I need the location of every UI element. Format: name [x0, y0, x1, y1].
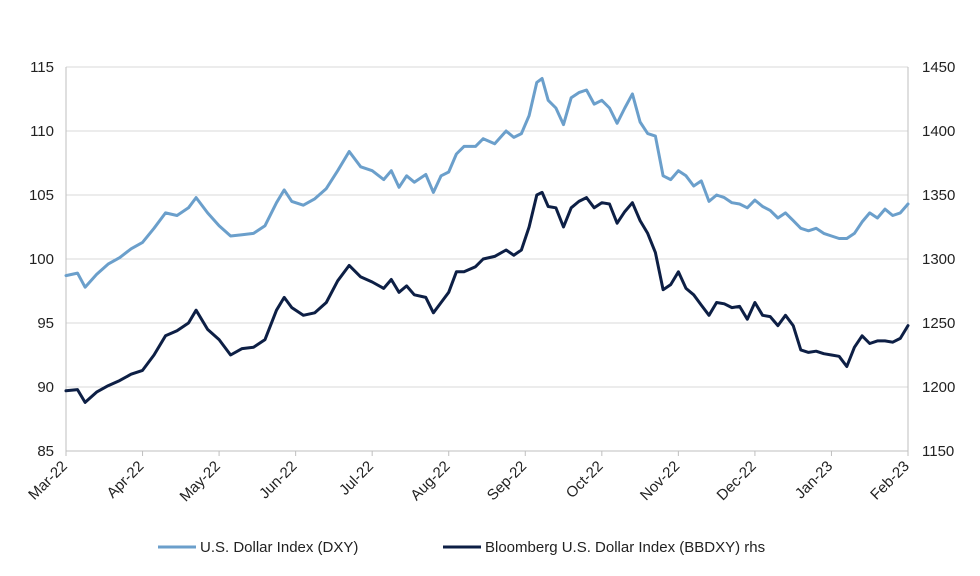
- left-tick-label: 100: [29, 251, 54, 268]
- x-tick-label: May-22: [177, 458, 224, 505]
- right-tick-label: 1450: [922, 59, 955, 76]
- right-tick-label: 1150: [922, 443, 954, 460]
- gridlines: [66, 66, 908, 388]
- x-axis: Mar-22 Apr-22 May-22 Jun-22 Jul-22 Aug-22 Sep-…: [25, 450, 913, 505]
- right-tick-label: 1250: [922, 315, 955, 332]
- left-tick-label: 105: [29, 187, 54, 204]
- right-y-axis: 1150 1200 1250 1300 1350 1400 1450: [907, 59, 955, 460]
- bbdxy-series-line: [64, 190, 910, 404]
- legend: U.S. Dollar Index (DXY) Bloomberg U.S. Do…: [158, 539, 765, 556]
- x-tick-label: Dec-22: [714, 458, 760, 504]
- legend-label: Bloomberg U.S. Dollar Index (BBDXY) rhs: [485, 539, 765, 556]
- x-tick-label: Feb-23: [867, 458, 913, 504]
- left-tick-label: 90: [37, 379, 54, 396]
- legend-label: U.S. Dollar Index (DXY): [200, 539, 358, 556]
- x-tick-label: Oct-22: [563, 458, 607, 502]
- x-tick-label: Apr-22: [104, 458, 148, 502]
- left-tick-label: 95: [37, 315, 54, 332]
- x-tick-label: Nov-22: [637, 458, 683, 504]
- x-tick-label: Mar-22: [25, 458, 71, 504]
- x-tick-label: Jul-22: [336, 458, 377, 499]
- left-tick-label: 115: [30, 59, 54, 76]
- right-tick-label: 1400: [922, 123, 955, 140]
- right-tick-label: 1300: [922, 251, 955, 268]
- x-tick-label: Jun-22: [256, 458, 300, 502]
- left-y-axis: 85 90 95 100 105 110 115: [29, 59, 67, 460]
- left-tick-label: 85: [37, 443, 54, 460]
- x-tick-label: Aug-22: [407, 458, 453, 504]
- right-tick-label: 1200: [922, 379, 955, 396]
- right-tick-label: 1350: [922, 187, 955, 204]
- left-tick-label: 110: [30, 123, 54, 140]
- series-lines: [64, 77, 910, 404]
- x-tick-label: Sep-22: [484, 458, 530, 504]
- x-tick-label: Jan-23: [792, 458, 836, 502]
- dxy-series-line: [64, 77, 910, 289]
